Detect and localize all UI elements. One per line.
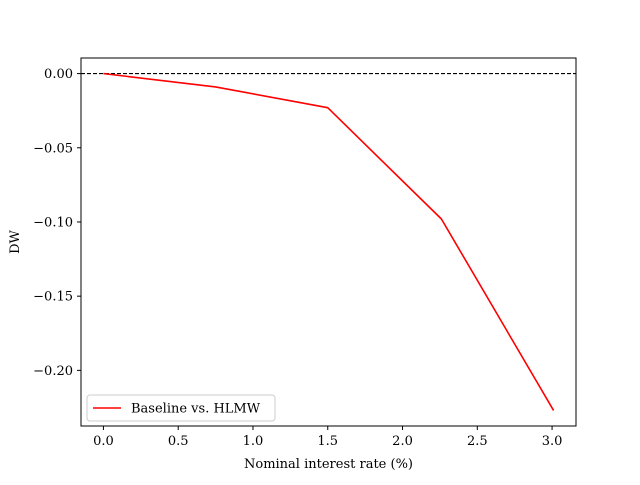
x-tick-label: 2.0 [392,434,413,449]
x-tick-label: 2.5 [467,434,488,449]
x-tick-label: 0.5 [168,434,189,449]
y-axis: 0.00 −0.05 −0.10 −0.15 −0.20 [33,67,81,379]
y-tick-label: −0.05 [33,141,73,156]
x-tick-label: 1.5 [317,434,338,449]
x-tick-label: 1.0 [243,434,264,449]
plot-layer [81,72,576,411]
y-tick-label: −0.20 [33,364,73,379]
y-axis-label: DW [8,229,23,253]
legend: Baseline vs. HLMW [86,394,276,422]
plot-frame [80,57,577,427]
legend-label-0: Baseline vs. HLMW [131,402,261,417]
x-axis-label: Nominal interest rate (%) [244,457,413,472]
y-tick-label: −0.10 [33,215,73,230]
x-tick-label: 0.0 [93,434,114,449]
y-tick-label: 0.00 [44,67,73,82]
series-line-0 [103,72,555,411]
y-tick-label: −0.15 [33,290,73,305]
legend-box [86,394,276,422]
x-tick-label: 3.0 [542,434,563,449]
x-axis: 0.0 0.5 1.0 1.5 2.0 2.5 3.0 [93,426,562,449]
